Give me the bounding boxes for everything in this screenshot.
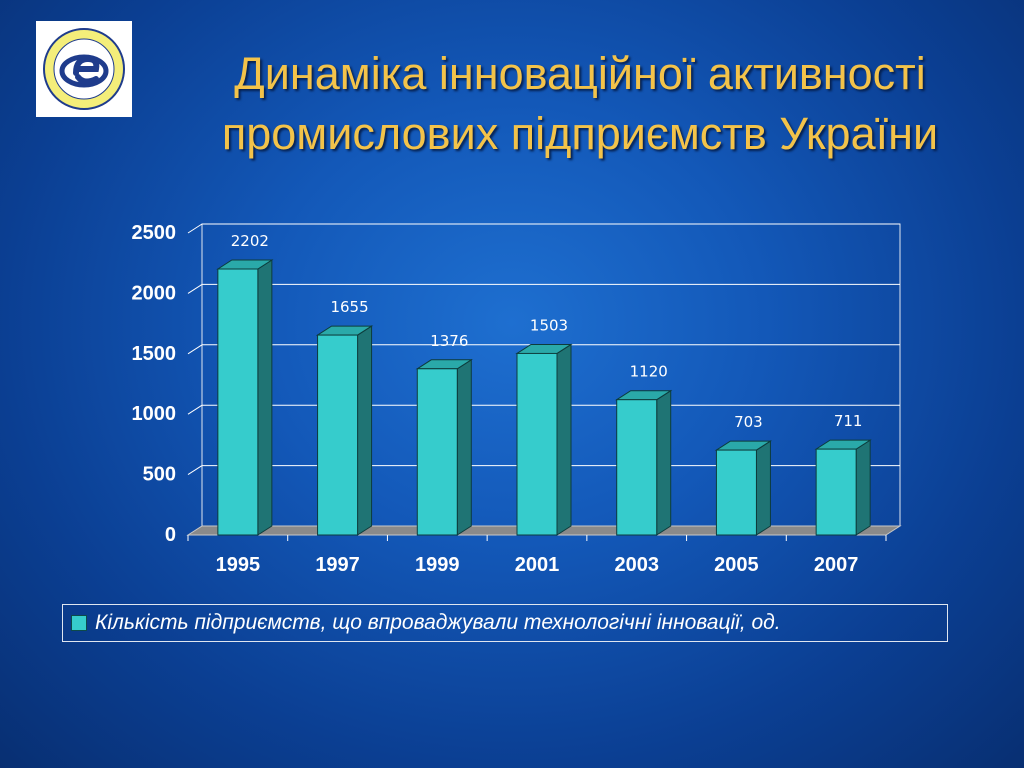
- bar: [516, 352, 558, 536]
- chart-legend: Кількість підприємств, що впроваджували …: [62, 604, 948, 642]
- data-label: 1503: [530, 316, 568, 334]
- bar-chart: 0 500 1000 1500 2000 2500 2202 1995 1655 1997 1376…: [132, 222, 902, 576]
- forum-logo: [36, 21, 132, 117]
- gridline-depth: [187, 465, 203, 476]
- data-label: 711: [834, 412, 863, 430]
- data-label: 703: [734, 413, 763, 431]
- bar: [217, 268, 259, 536]
- x-tick-label: 2001: [515, 554, 560, 576]
- gridline-depth: [187, 283, 203, 294]
- bar: [715, 449, 757, 536]
- x-tick-label: 1999: [415, 554, 460, 576]
- y-tick-label: 0: [165, 524, 176, 546]
- gridline-depth: [187, 223, 203, 234]
- y-tick-label: 1500: [132, 343, 177, 365]
- x-tick-label: 2003: [614, 554, 659, 576]
- bar-side: [656, 389, 672, 536]
- bar-side: [357, 325, 373, 536]
- logo-emblem-icon: [43, 28, 125, 110]
- x-tick-label: 1997: [315, 554, 360, 576]
- bar: [616, 399, 658, 536]
- gridline-depth: [187, 404, 203, 415]
- gridline-depth: [187, 344, 203, 355]
- bar-side: [257, 259, 273, 536]
- bar: [416, 368, 458, 536]
- legend-swatch: [71, 615, 87, 631]
- slide-title-line-1: Динаміка інноваційної активності: [234, 48, 926, 99]
- data-label: 1376: [430, 332, 468, 350]
- bar-side: [456, 358, 472, 536]
- slide-title-line-2: промислових підприємств України: [221, 108, 939, 159]
- bar-side: [755, 440, 771, 536]
- legend-label: Кількість підприємств, що впроваджували …: [95, 611, 781, 634]
- bar: [317, 334, 359, 536]
- y-tick-label: 1000: [132, 403, 177, 425]
- x-tick-label: 2007: [814, 554, 859, 576]
- x-tick-label: 1995: [216, 554, 261, 576]
- slide-title: Динаміка інноваційної активності промисл…: [150, 44, 1010, 164]
- bar-side: [556, 343, 572, 536]
- bar: [815, 448, 857, 536]
- data-label: 1655: [330, 298, 368, 316]
- y-tick-label: 2000: [132, 282, 177, 304]
- bar-side: [855, 439, 871, 536]
- x-tick-label: 2005: [714, 554, 759, 576]
- data-label: 2202: [231, 232, 269, 250]
- data-label: 1120: [630, 363, 668, 381]
- y-tick-label: 2500: [132, 222, 177, 244]
- y-tick-label: 500: [143, 464, 176, 486]
